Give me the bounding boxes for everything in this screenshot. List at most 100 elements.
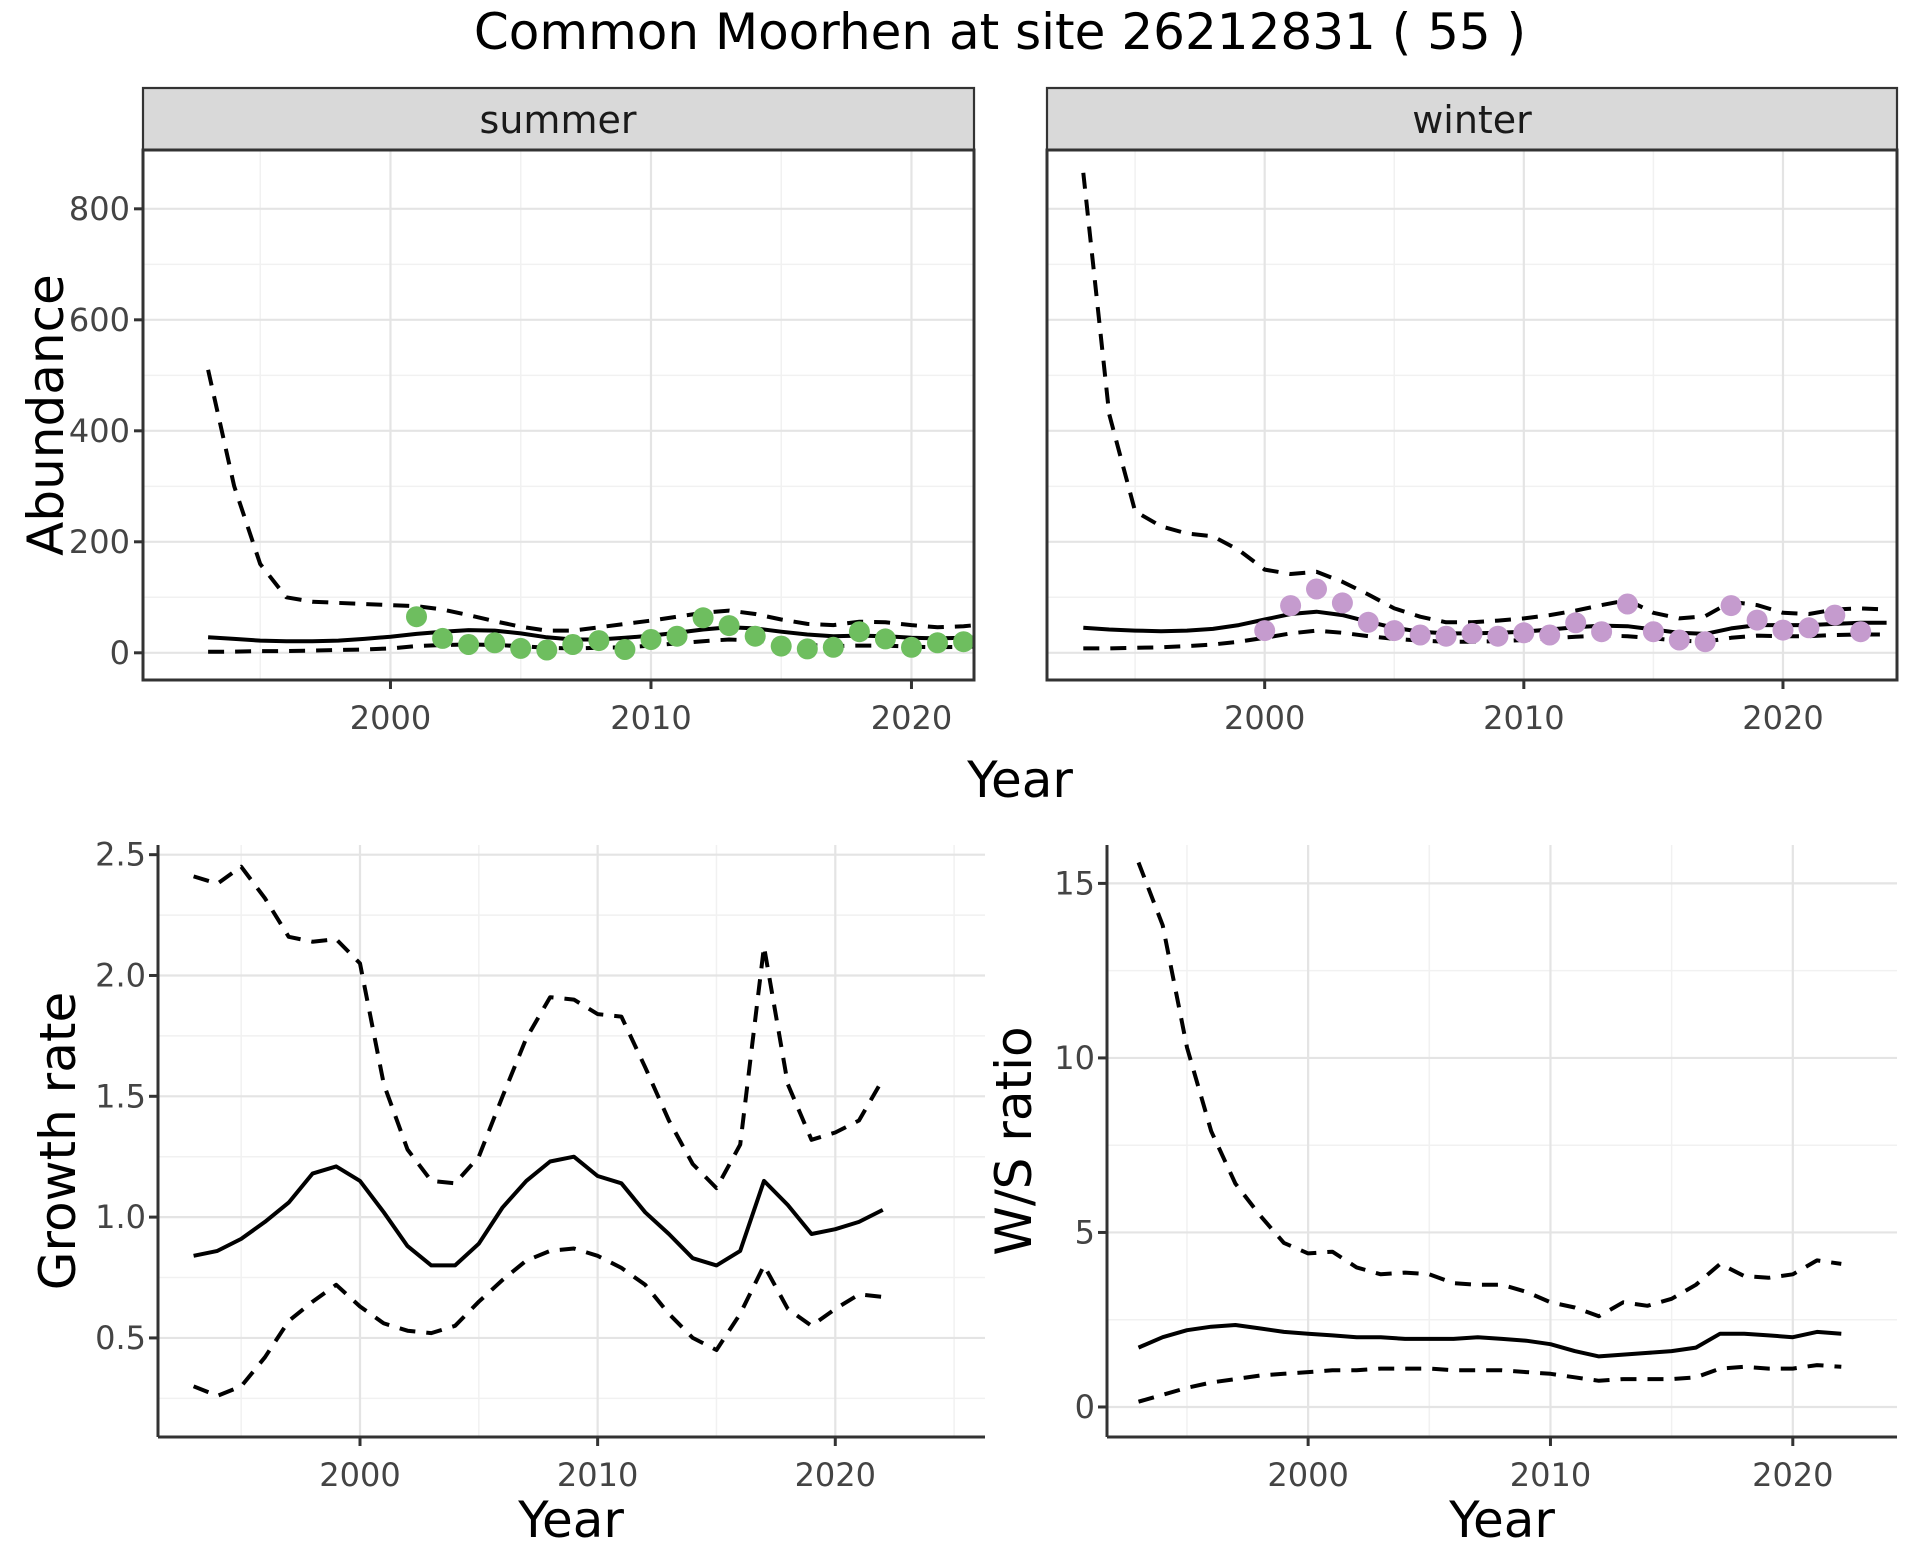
panel-winter: 2000 2010 2020 [1045,86,1899,737]
y-axis-title-abundance: Abundance [17,274,75,556]
y-tick-label: 1.0 [95,1198,146,1236]
data-point [927,632,948,654]
data-point [1409,624,1431,646]
data-point [666,625,688,647]
y-tick-label: 2.5 [95,836,146,874]
facet-strip [1045,86,1899,152]
data-point [770,635,792,657]
y-tick-label: 5 [1075,1213,1095,1251]
y-axis-title-growth-rate: Growth rate [29,991,87,1291]
x-tick-label: 2020 [1742,699,1823,737]
data-point [1254,620,1276,642]
upper-ci-line [1136,861,1842,1319]
data-point [1357,611,1379,633]
x-tick-label: 2000 [350,699,431,737]
data-point [1331,592,1353,614]
y-axis-title-ws-ratio: W/S ratio [985,1026,1043,1256]
panel-ws: 2000 2010 2020 0 5 10 15 [1054,845,1897,1494]
x-axis-title-year-bottom-left: Year [518,1491,624,1549]
facet-strip-label-winter: winter [1412,98,1532,142]
series-group-winter [1081,172,1887,653]
x-tick-label: 2010 [1483,699,1564,737]
data-point [1772,619,1794,641]
data-point [1383,620,1405,642]
data-point [458,634,480,655]
data-point [432,627,454,649]
y-tick-label: 0 [110,634,130,672]
x-axis-title-year-top: Year [967,751,1073,809]
data-point [1617,593,1638,615]
y-tick-label: 0.5 [95,1319,146,1357]
data-point [901,636,922,658]
x-tick-label: 2000 [319,1456,400,1494]
data-point [692,607,714,629]
lower-ci-line [1137,1363,1842,1404]
facet-strip-label-summer: summer [479,98,637,142]
y-tick-label: 1.5 [95,1077,146,1115]
series-group-ws [1136,861,1842,1404]
facet-strip [141,86,976,152]
data-point [1798,617,1820,639]
data-point [510,637,532,659]
data-point [1720,595,1742,617]
data-point [1591,621,1613,643]
median-line [193,1154,884,1268]
data-point [744,625,766,647]
figure-title: Common Moorhen at site 26212831 ( 55 ) [473,3,1527,61]
x-tick-label: 2020 [871,699,952,737]
median-line [1137,1323,1842,1359]
data-point [406,606,427,628]
data-point [796,638,818,660]
panel-summer: 2000 2010 2020 0 200 400 600 800 [69,86,976,737]
y-tick-label: 200 [69,523,130,561]
upper-ci-line [193,864,885,1191]
panel-border [1045,148,1899,682]
series-group-summer [206,369,974,661]
y-tick-label: 10 [1054,1039,1095,1077]
data-point [1668,629,1690,651]
data-point [1513,622,1535,644]
data-point [953,631,974,653]
data-point [562,634,584,655]
x-tick-label: 2020 [1752,1456,1833,1494]
x-axis-title-year-bottom-right: Year [1449,1491,1555,1549]
data-point [484,632,506,654]
y-tick-label: 800 [69,190,130,228]
data-point [874,628,896,650]
y-tick-label: 2.0 [95,956,146,994]
x-tick-label: 2010 [1510,1456,1591,1494]
data-point [1746,609,1768,631]
y-tick-label: 600 [69,301,130,339]
y-tick-label: 15 [1054,864,1095,902]
data-point [1824,604,1846,626]
data-point [1461,622,1483,644]
data-point [1306,578,1327,600]
x-tick-label: 2010 [610,699,691,737]
data-point [1487,625,1509,647]
data-point [1850,621,1872,643]
data-point [848,621,870,643]
data-point [640,629,662,650]
panel-growth: 2000 2010 2020 0.5 1.0 1.5 2.0 2.5 [95,836,985,1494]
data-point [588,630,610,652]
data-point [1694,631,1716,653]
y-tick-label: 0 [1075,1388,1095,1426]
x-tick-label: 2000 [1267,1456,1348,1494]
panel-border [141,148,976,682]
data-point [1280,595,1302,617]
data-point [536,639,558,661]
x-tick-label: 2020 [795,1456,876,1494]
data-point [1539,624,1561,646]
series-group-growth [192,864,885,1398]
data-point [614,639,636,660]
data-point [1565,612,1587,634]
data-point [1642,621,1664,643]
y-tick-label: 400 [69,412,130,450]
data-point [822,636,844,658]
data-point [1435,625,1457,647]
x-tick-label: 2000 [1224,699,1305,737]
data-point [718,615,740,637]
lower-ci-line [192,1246,884,1398]
